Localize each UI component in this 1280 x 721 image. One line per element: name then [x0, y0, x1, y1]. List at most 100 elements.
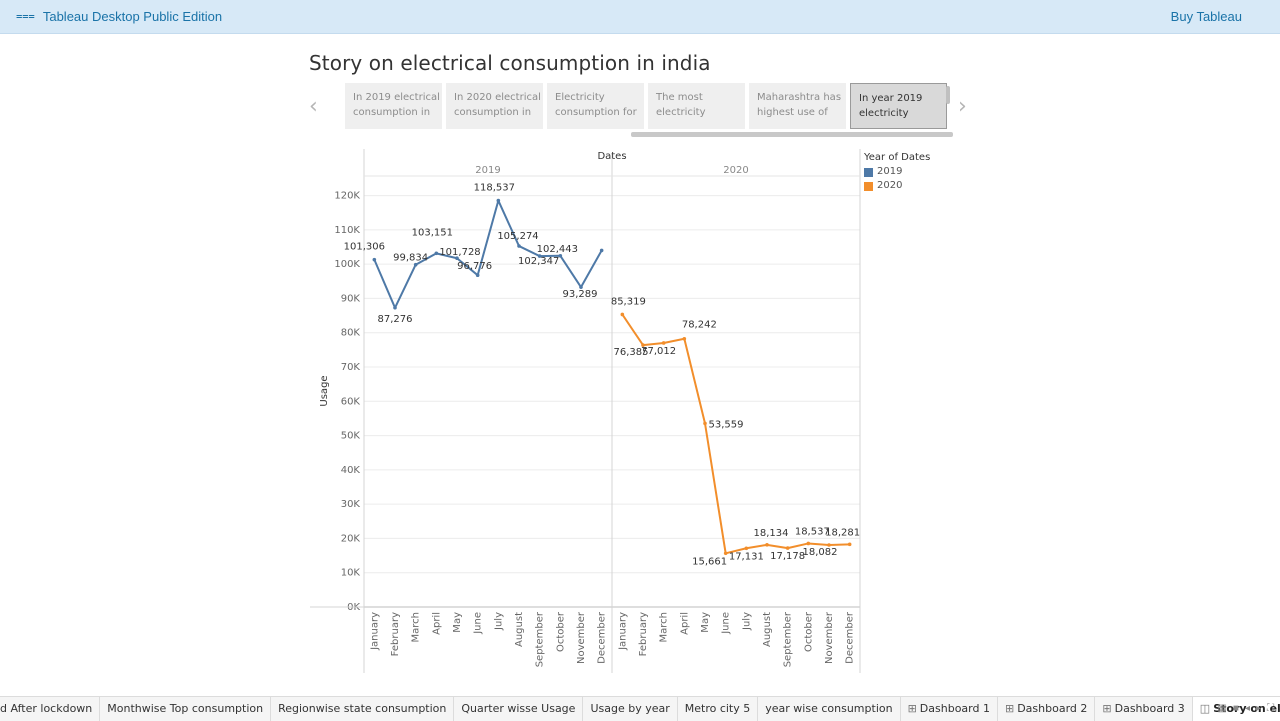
data-point — [413, 262, 418, 267]
x-tick-label: June — [721, 612, 732, 635]
tab-label: Dashboard 3 — [1114, 702, 1185, 715]
x-tick-label: December — [597, 611, 608, 664]
y-tick-label: 100K — [334, 259, 360, 270]
sheet-tab[interactable]: Metro city 5 — [678, 697, 759, 721]
series-line-2020 — [621, 313, 850, 555]
data-label: 17,178 — [770, 551, 805, 562]
story-point-6[interactable]: In year 2019 electricity — [850, 83, 947, 129]
story-point-3[interactable]: Electricity consumption for — [547, 83, 644, 129]
scroll-right-icon[interactable]: ▸ — [1255, 703, 1261, 714]
sheet-tab[interactable]: year wise consumption — [758, 697, 901, 721]
x-tick-label: February — [638, 612, 649, 656]
chevron-right-icon[interactable]: › — [958, 94, 967, 119]
grid-view-icon[interactable]: ▦ — [1217, 703, 1227, 714]
data-label: 15,661 — [692, 556, 727, 567]
scroll-left-icon[interactable]: ◂ — [1244, 703, 1250, 714]
legend-swatch — [864, 181, 873, 191]
tableau-public-icon: ⩶ — [16, 10, 35, 22]
legend-item-2020[interactable]: 2020 — [864, 179, 930, 193]
dashboard-icon: ⊞ — [1004, 702, 1015, 715]
column-header: Dates — [597, 151, 626, 162]
story-points: In 2019 electrical consumption in In 202… — [345, 83, 947, 129]
x-tick-label: March — [659, 612, 670, 642]
y-tick-label: 90K — [341, 293, 361, 304]
sheet-tab[interactable]: Usage by year — [583, 697, 678, 721]
chevron-left-icon[interactable]: ‹ — [309, 94, 318, 119]
dashboard-icon: ⊞ — [907, 702, 917, 715]
data-label: 18,537 — [795, 526, 830, 537]
data-point — [827, 543, 831, 547]
data-point — [434, 251, 439, 256]
legend: Year of Dates 2019 2020 — [864, 152, 930, 193]
data-label: 17,131 — [729, 551, 764, 562]
x-tick-label: May — [700, 612, 711, 633]
x-tick-label: March — [411, 612, 422, 642]
data-point — [765, 543, 769, 547]
sheet-tab[interactable]: Monthwise Top consumption — [100, 697, 272, 721]
tab-label: d After lockdown — [0, 702, 93, 715]
dashboard-tab[interactable]: ⊞ Dashboard 1 — [901, 697, 998, 721]
x-tick-label: January — [369, 612, 380, 651]
buy-tableau-link[interactable]: Buy Tableau — [1170, 9, 1242, 24]
data-point — [475, 273, 480, 277]
story-point-scrollbar[interactable] — [946, 86, 950, 104]
data-label: 77,012 — [641, 346, 676, 357]
story-point-2[interactable]: In 2020 electrical consumption in — [446, 83, 543, 129]
x-tick-label: September — [535, 611, 546, 667]
data-label: 99,834 — [393, 253, 428, 264]
x-tick-label: January — [617, 612, 628, 651]
data-label: 96,776 — [457, 261, 492, 272]
x-tick-label: June — [473, 612, 484, 635]
dashboard-tab[interactable]: ⊞ Dashboard 2 — [998, 697, 1096, 721]
data-label: 85,319 — [611, 296, 646, 307]
tab-label: Dashboard 2 — [1017, 702, 1088, 715]
y-tick-label: 10K — [341, 568, 361, 579]
data-label: 105,274 — [497, 231, 538, 242]
y-tick-label: 30K — [341, 499, 361, 510]
brand-label: Tableau Desktop Public Edition — [42, 9, 223, 24]
data-label: 87,276 — [378, 314, 413, 325]
data-point — [372, 257, 377, 262]
series-line-2019 — [373, 199, 603, 309]
data-label: 101,728 — [439, 247, 480, 258]
fullscreen-icon[interactable]: ⛶ — [1267, 703, 1274, 714]
tab-label: year wise consumption — [765, 702, 893, 715]
x-tick-label: August — [514, 612, 525, 647]
sheet-tab[interactable]: Regionwise state consumption — [271, 697, 455, 721]
tab-label: Regionwise state consumption — [278, 702, 447, 715]
y-tick-label: 20K — [341, 533, 361, 544]
tab-label: Quarter wisse Usage — [461, 702, 576, 715]
data-point — [785, 546, 790, 550]
data-point — [641, 343, 645, 347]
story-point-1[interactable]: In 2019 electrical consumption in — [345, 83, 442, 129]
tab-label: Dashboard 1 — [919, 702, 990, 715]
data-label: 102,347 — [518, 256, 559, 267]
data-point — [537, 254, 542, 258]
story-points-scrollbar[interactable] — [631, 132, 953, 137]
y-tick-label: 120K — [334, 191, 360, 202]
data-label: 118,537 — [474, 183, 515, 194]
data-label: 18,134 — [754, 528, 789, 539]
x-tick-label: February — [390, 612, 401, 656]
story-tab[interactable]: ◫Story on electrical consump... — [1192, 697, 1280, 721]
legend-title: Year of Dates — [864, 152, 931, 163]
story-point-4[interactable]: The most electricity — [648, 83, 745, 129]
y-axis-title: Usage — [319, 375, 330, 406]
y-tick-label: 60K — [341, 396, 361, 407]
filmstrip-icon[interactable]: ■ — [1232, 703, 1239, 714]
data-label: 76,385 — [614, 347, 649, 358]
data-label: 18,082 — [803, 547, 838, 558]
legend-label: 2020 — [877, 180, 903, 191]
sheet-tab[interactable]: Quarter wisse Usage — [454, 697, 584, 721]
story-point-5[interactable]: Maharashtra has highest use of — [749, 83, 846, 129]
usage-line-chart: 0K10K20K30K40K50K60K70K80K90K100K110K120… — [310, 149, 861, 673]
y-tick-label: 50K — [341, 431, 361, 442]
x-tick-label: July — [741, 612, 752, 631]
data-point — [847, 542, 852, 547]
data-point — [661, 341, 666, 345]
dashboard-tab[interactable]: ⊞ Dashboard 3 — [1095, 697, 1193, 721]
data-label: 102,443 — [537, 244, 578, 255]
x-tick-label: April — [679, 612, 690, 635]
legend-item-2019[interactable]: 2019 — [864, 165, 930, 179]
sheet-tab[interactable]: d After lockdown — [0, 697, 101, 721]
